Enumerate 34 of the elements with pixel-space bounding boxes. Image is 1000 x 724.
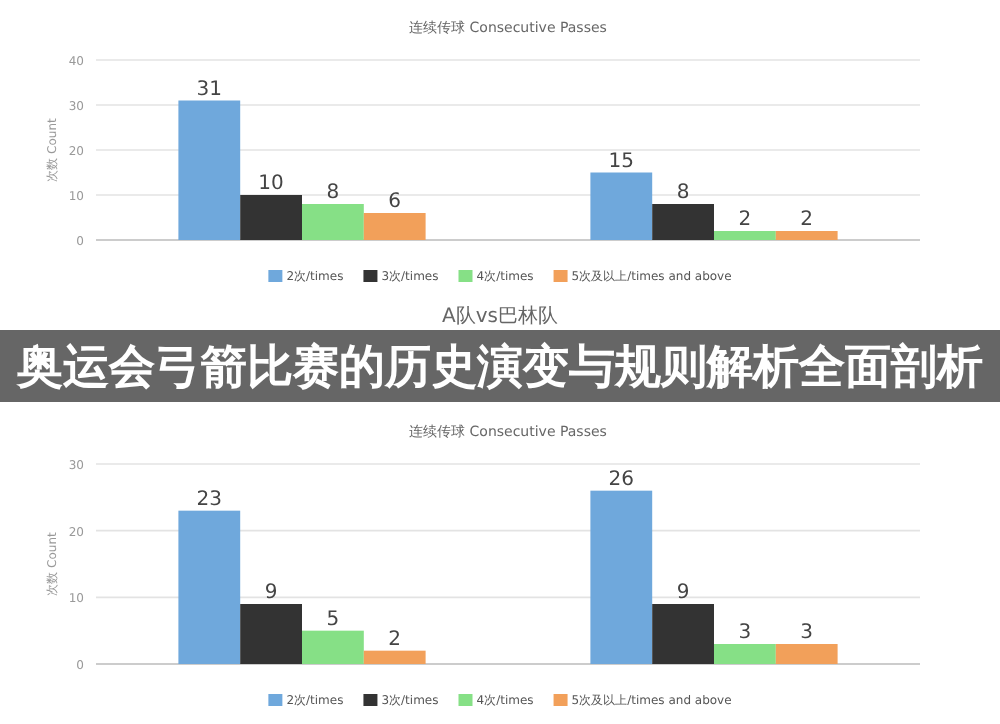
text: A队vs巴林队: [442, 304, 558, 328]
bar: [590, 172, 653, 240]
bar: [240, 604, 302, 664]
data-label: 8: [676, 182, 690, 204]
bar: [363, 213, 426, 240]
data-label: 10: [258, 173, 284, 195]
bar: [714, 231, 776, 240]
data-label: 3: [738, 622, 752, 644]
bar: [178, 510, 241, 664]
data-label: 2: [388, 628, 402, 651]
bar: [775, 231, 838, 240]
bar: [652, 604, 714, 664]
text: 奥运会弓箭比赛的历史演变与规则解析全面剖析: [15, 340, 983, 394]
bar: [714, 644, 776, 664]
data-label: 6: [388, 191, 402, 213]
bar: [363, 650, 426, 664]
data-label: 26: [608, 468, 635, 491]
bar: [302, 630, 364, 664]
data-label: 2: [800, 209, 814, 231]
data-label: 15: [608, 150, 635, 173]
data-label: 3: [800, 622, 814, 644]
data-label: 9: [264, 582, 278, 604]
bar: [178, 100, 241, 240]
data-label: 9: [676, 582, 690, 604]
data-label: 23: [196, 488, 223, 511]
data-label: 2: [738, 209, 752, 231]
bar: [775, 644, 838, 664]
bar: [240, 195, 302, 240]
bar: [652, 204, 714, 240]
bar: [302, 204, 364, 240]
bar: [590, 490, 653, 664]
data-label: 31: [196, 78, 223, 101]
data-label: 8: [326, 182, 340, 204]
data-label: 5: [326, 608, 340, 631]
